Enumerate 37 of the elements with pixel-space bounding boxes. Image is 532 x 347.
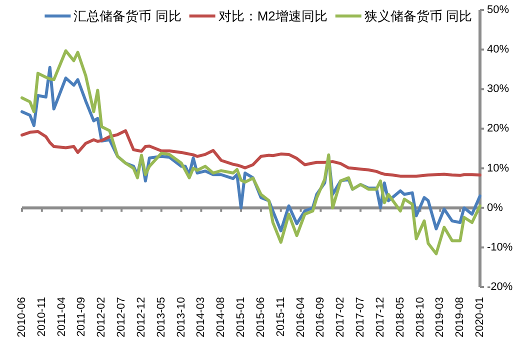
x-tick-label: 2018-10 — [414, 297, 426, 338]
x-tick-label: 2013-05 — [155, 297, 168, 338]
x-tick-label: 2010-06 — [16, 297, 28, 338]
legend-label: 汇总储备货币 同比 — [74, 8, 182, 24]
line-series — [20, 49, 482, 256]
x-tick-label: 2015-06 — [254, 297, 267, 338]
y-tick-label: 20% — [487, 122, 510, 135]
x-tick-label: 2015-01 — [235, 297, 248, 338]
x-tick-label: 2016-09 — [314, 297, 327, 338]
line-series — [20, 129, 482, 178]
legend-label: 狭义储备货币 同比 — [364, 8, 472, 24]
x-tick-label: 2012-02 — [96, 297, 108, 338]
x-tick-label: 2017-07 — [354, 297, 367, 338]
x-tick-label: 2018-05 — [394, 297, 406, 338]
x-tick-label: 2016-04 — [294, 297, 307, 338]
x-tick-label: 2019-03 — [434, 297, 446, 338]
legend-label: 对比：M2增速同比 — [218, 8, 328, 24]
x-tick-label: 2014-03 — [195, 297, 208, 338]
x-tick-label: 2010-11 — [36, 297, 48, 337]
y-tick-label: 10% — [487, 162, 510, 174]
x-tick-label: 2012-07 — [116, 297, 128, 338]
x-tick-label: 2017-02 — [334, 297, 347, 338]
x-tick-label: 2015-11 — [274, 297, 287, 337]
y-tick-label: 30% — [487, 83, 510, 96]
x-tick-label: 2013-10 — [175, 297, 188, 338]
x-tick-label: 2014-08 — [215, 297, 228, 338]
y-tick-label: -10% — [487, 241, 513, 254]
y-tick-label: 40% — [487, 44, 510, 56]
x-tick-label: 2017-12 — [374, 297, 386, 338]
x-tick-label: 2011-09 — [76, 297, 88, 337]
y-tick-label: -20% — [487, 281, 513, 293]
x-tick-label: 2011-04 — [56, 297, 68, 337]
x-tick-label: 2020-01 — [474, 297, 486, 338]
y-tick-label: 50% — [487, 4, 510, 16]
x-tick-label: 2019-08 — [454, 297, 466, 338]
x-tick-label: 2012-12 — [135, 297, 148, 338]
y-tick-label: 0% — [487, 202, 504, 214]
